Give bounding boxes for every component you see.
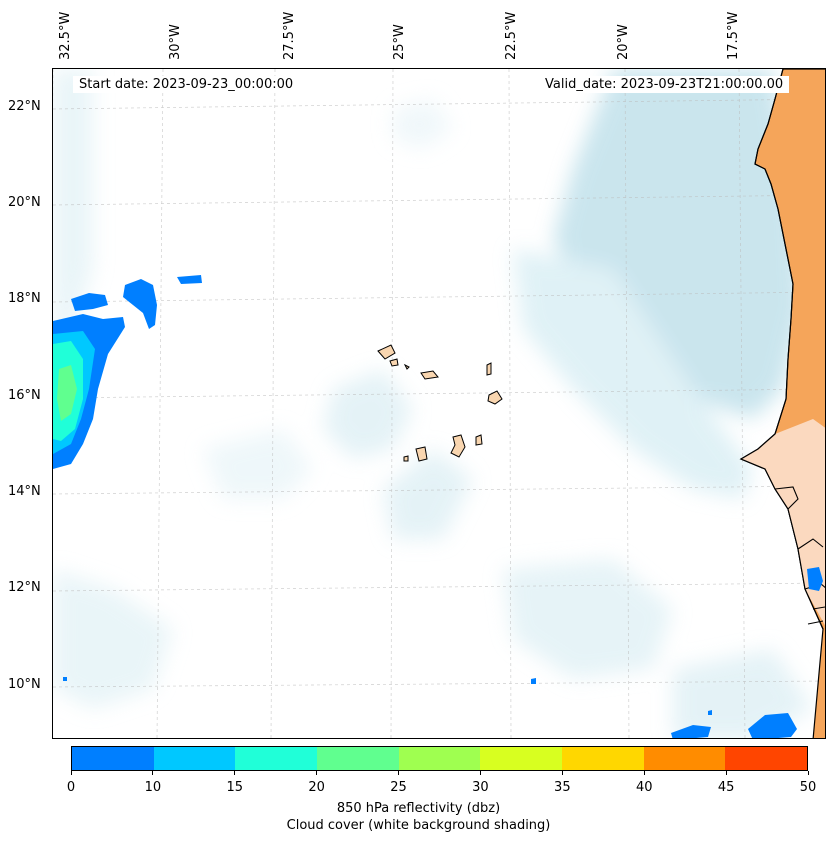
- reflectivity-colorbar: [71, 746, 808, 771]
- valid-date-label: Valid_date: 2023-09-23T21:00:00.00: [539, 76, 790, 93]
- reflectivity-cell-small-1: [531, 678, 536, 684]
- reflectivity-cell-north-3: [177, 275, 202, 284]
- colorbar-tick: [643, 771, 645, 775]
- start-date-label: Start date: 2023-09-23_00:00:00: [73, 76, 300, 93]
- latitude-label: 22°N: [8, 99, 41, 114]
- latitude-label: 18°N: [8, 291, 41, 306]
- reflectivity-cell-small-3: [708, 710, 712, 715]
- colorbar-segment: [317, 747, 399, 770]
- reflectivity-cell-north-1: [71, 293, 108, 311]
- longitude-label: 20°W: [616, 24, 631, 60]
- colorbar-tick-label: 45: [717, 780, 735, 795]
- reflectivity-cell-north-2: [123, 279, 157, 329]
- colorbar-tick: [725, 771, 727, 775]
- colorbar-tick: [479, 771, 481, 775]
- map-canvas: [53, 69, 825, 738]
- longitude-label: 25°W: [392, 24, 407, 60]
- cape-verde-islands: [377, 344, 503, 462]
- latitude-label: 20°N: [8, 195, 41, 210]
- colorbar-tick-label: 0: [66, 780, 76, 795]
- colorbar-segment: [72, 747, 154, 770]
- longitude-label: 30°W: [168, 24, 183, 60]
- colorbar-tick: [316, 771, 318, 775]
- reflectivity-cell-southeast-1: [671, 725, 711, 738]
- colorbar-segment: [562, 747, 644, 770]
- colorbar-segment: [643, 747, 726, 770]
- colorbar-tick: [398, 771, 400, 775]
- colorbar-tick-label: 40: [635, 780, 653, 795]
- colorbar-tick-label: 30: [472, 780, 489, 795]
- colorbar-tick: [234, 771, 236, 775]
- latitude-label: 12°N: [8, 580, 41, 595]
- longitude-label: 17.5°W: [726, 11, 741, 60]
- colorbar-segment: [725, 747, 808, 770]
- colorbar-tick: [561, 771, 563, 775]
- reflectivity-cell-small-2: [63, 677, 67, 681]
- colorbar-subtitle: Cloud cover (white background shading): [286, 818, 551, 833]
- longitude-label: 32.5°W: [58, 11, 73, 60]
- colorbar-tick-label: 20: [308, 780, 325, 795]
- colorbar-tick-label: 35: [554, 780, 571, 795]
- reflectivity-cells: [53, 275, 823, 738]
- colorbar-tick-label: 15: [226, 780, 244, 795]
- colorbar-segment: [480, 747, 563, 770]
- colorbar-segment: [153, 747, 236, 770]
- latitude-label: 10°N: [8, 677, 41, 692]
- colorbar-tick: [70, 771, 72, 775]
- colorbar-tick: [152, 771, 154, 775]
- colorbar-tick: [807, 771, 809, 775]
- west-africa-coast-edge: [739, 69, 824, 630]
- latitude-label: 14°N: [8, 484, 41, 499]
- reflectivity-cell-west-peak: [57, 365, 77, 421]
- longitude-label: 22.5°W: [504, 11, 519, 60]
- senegal-light-land: [741, 419, 825, 626]
- colorbar-segment: [398, 747, 481, 770]
- colorbar-tick-label: 50: [799, 780, 817, 795]
- map-panel: [52, 68, 826, 739]
- latitude-label: 16°N: [8, 388, 41, 403]
- colorbar-tick-label: 25: [390, 780, 407, 795]
- colorbar-segment: [235, 747, 318, 770]
- colorbar-title: 850 hPa reflectivity (dbz): [336, 801, 501, 816]
- colorbar-tick-label: 10: [144, 780, 162, 795]
- reflectivity-cell-southeast-2: [748, 713, 797, 738]
- reflectivity-cell-africa: [807, 567, 823, 591]
- graticule: [53, 69, 825, 738]
- longitude-label: 27.5°W: [282, 11, 297, 60]
- cloud-cover-shading: [53, 69, 813, 738]
